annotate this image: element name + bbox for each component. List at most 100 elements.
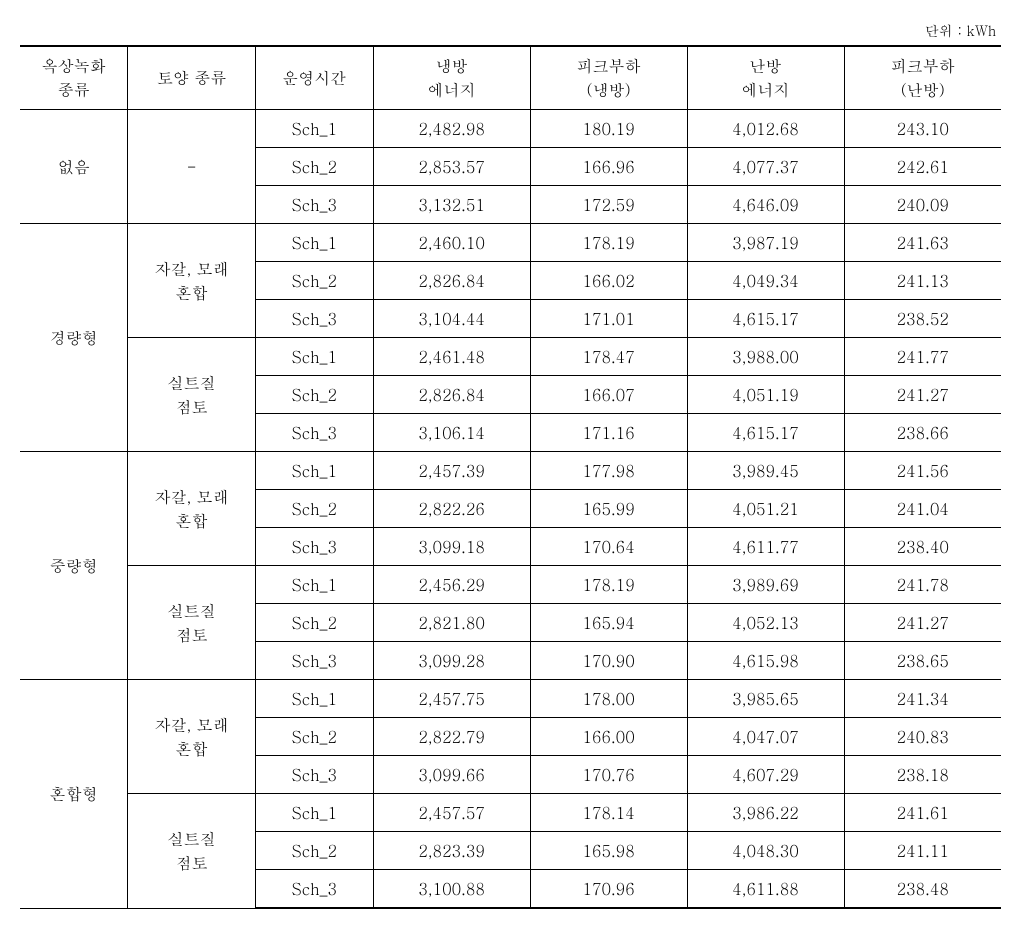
peak-cooling-cell: 170.76 [530,756,687,794]
heating-energy-cell: 4,077.37 [687,148,844,186]
heating-energy-cell: 4,615.17 [687,414,844,452]
heating-energy-cell: 4,047.07 [687,718,844,756]
cooling-energy-cell: 3,099.18 [373,528,530,566]
energy-table: 옥상녹화종류토양 종류운영시간냉방에너지피크부하(냉방)난방에너지피크부하(난방… [20,45,1001,909]
schedule-cell: Sch_3 [255,300,373,338]
peak-heating-cell: 241.04 [844,490,1001,528]
peak-cooling-cell: 171.01 [530,300,687,338]
heating-energy-cell: 4,012.68 [687,110,844,148]
schedule-cell: Sch_3 [255,870,373,909]
peak-cooling-cell: 178.47 [530,338,687,376]
schedule-cell: Sch_2 [255,376,373,414]
soil-type-cell: 자갈, 모래혼합 [128,452,256,566]
schedule-cell: Sch_2 [255,718,373,756]
table-row: 혼합형자갈, 모래혼합Sch_12,457.75178.003,985.6524… [20,680,1001,718]
schedule-cell: Sch_2 [255,148,373,186]
heating-energy-cell: 4,615.17 [687,300,844,338]
cooling-energy-cell: 2,822.79 [373,718,530,756]
schedule-cell: Sch_3 [255,642,373,680]
soil-type-cell: 실트질점토 [128,338,256,452]
cooling-energy-cell: 3,099.28 [373,642,530,680]
cooling-energy-cell: 2,821.80 [373,604,530,642]
column-header-5: 난방에너지 [687,46,844,110]
peak-heating-cell: 238.18 [844,756,1001,794]
unit-label: 단위 : kWh [20,20,1001,40]
table-row: 실트질점토Sch_12,461.48178.473,988.00241.77 [20,338,1001,376]
peak-cooling-cell: 172.59 [530,186,687,224]
heating-energy-cell: 4,051.19 [687,376,844,414]
schedule-cell: Sch_1 [255,338,373,376]
peak-cooling-cell: 178.19 [530,224,687,262]
heating-energy-cell: 3,989.45 [687,452,844,490]
peak-cooling-cell: 165.98 [530,832,687,870]
peak-heating-cell: 240.09 [844,186,1001,224]
roof-type-cell: 중량형 [20,452,128,680]
schedule-cell: Sch_3 [255,756,373,794]
peak-cooling-cell: 166.07 [530,376,687,414]
cooling-energy-cell: 2,823.39 [373,832,530,870]
peak-heating-cell: 241.63 [844,224,1001,262]
peak-cooling-cell: 165.99 [530,490,687,528]
heating-energy-cell: 4,611.88 [687,870,844,909]
schedule-cell: Sch_1 [255,110,373,148]
roof-type-cell: 혼합형 [20,680,128,909]
cooling-energy-cell: 2,457.57 [373,794,530,832]
heating-energy-cell: 3,986.22 [687,794,844,832]
peak-cooling-cell: 170.96 [530,870,687,909]
table-row: 경량형자갈, 모래혼합Sch_12,460.10178.193,987.1924… [20,224,1001,262]
cooling-energy-cell: 3,099.66 [373,756,530,794]
table-body: 없음-Sch_12,482.98180.194,012.68243.10Sch_… [20,110,1001,909]
cooling-energy-cell: 3,100.88 [373,870,530,909]
heating-energy-cell: 4,051.21 [687,490,844,528]
schedule-cell: Sch_1 [255,794,373,832]
schedule-cell: Sch_1 [255,566,373,604]
schedule-cell: Sch_3 [255,528,373,566]
cooling-energy-cell: 2,826.84 [373,376,530,414]
peak-heating-cell: 241.13 [844,262,1001,300]
column-header-4: 피크부하(냉방) [530,46,687,110]
peak-heating-cell: 241.77 [844,338,1001,376]
schedule-cell: Sch_1 [255,452,373,490]
table-header-row: 옥상녹화종류토양 종류운영시간냉방에너지피크부하(냉방)난방에너지피크부하(난방… [20,46,1001,110]
heating-energy-cell: 4,611.77 [687,528,844,566]
table-row: 중량형자갈, 모래혼합Sch_12,457.39177.983,989.4524… [20,452,1001,490]
heating-energy-cell: 4,052.13 [687,604,844,642]
peak-cooling-cell: 165.94 [530,604,687,642]
peak-cooling-cell: 178.00 [530,680,687,718]
schedule-cell: Sch_3 [255,186,373,224]
heating-energy-cell: 4,646.09 [687,186,844,224]
peak-heating-cell: 238.52 [844,300,1001,338]
column-header-3: 냉방에너지 [373,46,530,110]
roof-type-cell: 없음 [20,110,128,224]
peak-cooling-cell: 170.64 [530,528,687,566]
cooling-energy-cell: 3,132.51 [373,186,530,224]
peak-heating-cell: 241.11 [844,832,1001,870]
peak-heating-cell: 242.61 [844,148,1001,186]
peak-cooling-cell: 166.02 [530,262,687,300]
soil-type-cell: 실트질점토 [128,566,256,680]
soil-type-cell: 자갈, 모래혼합 [128,680,256,794]
cooling-energy-cell: 3,106.14 [373,414,530,452]
schedule-cell: Sch_2 [255,604,373,642]
table-row: 없음-Sch_12,482.98180.194,012.68243.10 [20,110,1001,148]
cooling-energy-cell: 2,457.75 [373,680,530,718]
column-header-6: 피크부하(난방) [844,46,1001,110]
schedule-cell: Sch_1 [255,680,373,718]
heating-energy-cell: 4,607.29 [687,756,844,794]
heating-energy-cell: 3,989.69 [687,566,844,604]
peak-heating-cell: 241.61 [844,794,1001,832]
peak-cooling-cell: 166.96 [530,148,687,186]
cooling-energy-cell: 2,482.98 [373,110,530,148]
heating-energy-cell: 3,985.65 [687,680,844,718]
peak-heating-cell: 241.78 [844,566,1001,604]
schedule-cell: Sch_1 [255,224,373,262]
cooling-energy-cell: 3,104.44 [373,300,530,338]
cooling-energy-cell: 2,826.84 [373,262,530,300]
heating-energy-cell: 4,049.34 [687,262,844,300]
peak-cooling-cell: 170.90 [530,642,687,680]
peak-cooling-cell: 178.14 [530,794,687,832]
peak-heating-cell: 238.66 [844,414,1001,452]
heating-energy-cell: 3,988.00 [687,338,844,376]
peak-cooling-cell: 177.98 [530,452,687,490]
peak-heating-cell: 241.27 [844,604,1001,642]
